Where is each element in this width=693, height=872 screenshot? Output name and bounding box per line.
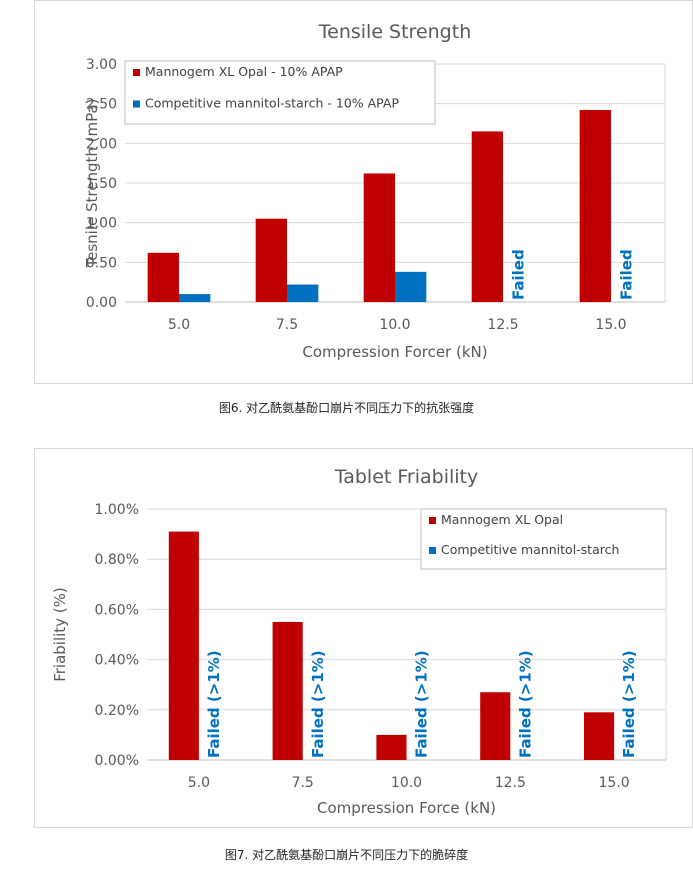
bar-series1 [147, 252, 179, 302]
legend-label: Competitive mannitol-starch [441, 542, 619, 557]
legend-box [420, 508, 667, 570]
x-axis-label: Compression Forcer (kN) [302, 343, 487, 361]
figure-7-caption: 图7. 对乙酰氨基酚口崩片不同压力下的脆碎度 [224, 848, 469, 862]
y-tick-label: 0.40% [95, 653, 139, 669]
tensile-strength-chart-panel: Tensile Strength 0.00 0.50 1.00 1.50 2.00 2.50… [34, 0, 693, 384]
bar-series1 [471, 131, 503, 302]
x-tick-label: 5.0 [168, 317, 190, 333]
legend-box [124, 60, 436, 125]
x-tick-label: 7.5 [292, 775, 314, 791]
bar-series1 [168, 531, 199, 760]
failed-annotation: Failed (>1%) [413, 650, 431, 758]
tensile-strength-chart: Tensile Strength 0.00 0.50 1.00 1.50 2.00 2.50… [83, 21, 666, 361]
y-tick-label: 0.00% [95, 753, 139, 769]
y-tick-label: 0.50 [86, 255, 117, 271]
y-tick-label: 0.00 [86, 295, 117, 311]
bar-series1 [363, 173, 395, 302]
x-axis-label: Compression Force (kN) [317, 799, 496, 817]
x-tick-label: 15.0 [599, 775, 630, 791]
y-tick-label: 2.00 [86, 136, 117, 152]
bar-series1 [579, 110, 611, 302]
legend-label: Mannogem XL Opal [441, 512, 563, 527]
failed-annotation: Failed (>1%) [205, 650, 223, 758]
bar-series1 [255, 218, 287, 302]
y-tick-label: 2.50 [86, 97, 117, 113]
tablet-friability-chart-panel: Tablet Friability 0.00% 0.20% 0.40% 0.60% 0.8… [34, 448, 693, 828]
y-tick-label: 1.00 [86, 216, 117, 232]
y-tick-label: 1.50 [86, 176, 117, 192]
x-tick-label: 12.5 [495, 775, 526, 791]
chart-title: Tablet Friability [334, 466, 479, 488]
y-axis-label: Tesnile Strength (mPa) [83, 98, 101, 268]
y-tick-label: 0.20% [95, 703, 139, 719]
failed-annotation: Failed (>1%) [620, 650, 638, 758]
bar-series1 [376, 734, 407, 760]
x-tick-label: 5.0 [188, 775, 210, 791]
legend-label: Mannogem XL Opal - 10% APAP [145, 64, 343, 79]
x-tick-label: 12.5 [487, 317, 518, 333]
legend-label: Competitive mannitol-starch - 10% APAP [145, 96, 399, 111]
bar-series2 [287, 284, 319, 302]
failed-annotation: Failed (>1%) [516, 650, 534, 758]
bar-series1 [272, 621, 303, 760]
y-tick-label: 3.00 [86, 57, 117, 73]
bar-series2 [179, 294, 211, 302]
x-tick-label: 15.0 [595, 317, 626, 333]
y-tick-label: 1.00% [95, 502, 139, 518]
bar-series1 [480, 692, 511, 760]
bar-series1 [583, 712, 615, 760]
bar-series2 [395, 271, 427, 302]
y-tick-label: 0.60% [95, 602, 139, 618]
figure-6-caption: 图6. 对乙酰氨基酚口崩片不同压力下的抗张强度 [218, 401, 475, 415]
x-tick-label: 10.0 [391, 775, 422, 791]
failed-annotation: Failed (>1%) [309, 650, 327, 758]
legend-swatch [429, 517, 436, 524]
y-axis-label: Friability (%) [51, 587, 69, 682]
tablet-friability-chart: Tablet Friability 0.00% 0.20% 0.40% 0.60% 0.8… [51, 466, 667, 817]
chart-title: Tensile Strength [318, 21, 471, 43]
legend-swatch [429, 547, 436, 554]
x-tick-label: 7.5 [276, 317, 298, 333]
legend-swatch [133, 69, 140, 76]
legend-swatch [133, 100, 140, 108]
failed-annotation: Failed [618, 249, 636, 300]
x-tick-label: 10.0 [379, 317, 410, 333]
failed-annotation: Failed [510, 249, 528, 300]
y-tick-label: 0.80% [95, 552, 139, 568]
